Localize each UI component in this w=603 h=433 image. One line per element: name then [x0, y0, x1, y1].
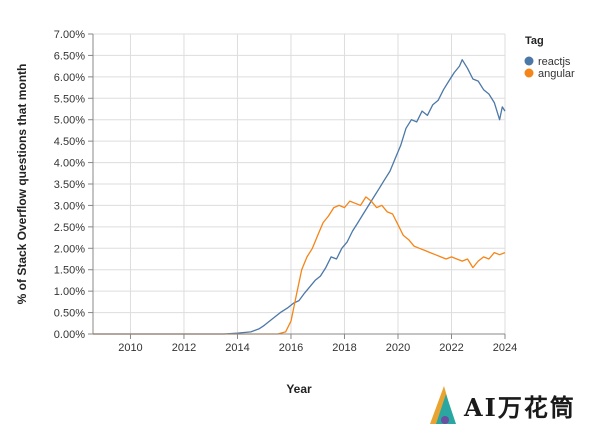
x-tick-label: 2010 [118, 342, 142, 354]
x-axis-title: Year [286, 382, 312, 396]
legend: Tag reactjs angular [524, 35, 575, 80]
x-tick-label: 2018 [332, 342, 356, 354]
y-tick-label: 2.00% [54, 243, 85, 255]
series-layer [93, 59, 506, 335]
axis-layer: 0.00% 0.50% 1.00% 1.50% 2.00% 2.50% 3.00% 3.50%… [54, 29, 517, 354]
legend-label-angular: angular [538, 68, 575, 80]
series-line-reactjs [93, 59, 506, 335]
y-tick-label: 6.00% [54, 72, 85, 84]
y-tick-label: 2.50% [54, 222, 85, 234]
flame-logo-icon [430, 386, 456, 424]
x-tick-label: 2022 [439, 342, 463, 354]
watermark-logo: AI万花筒 [426, 380, 596, 428]
y-tick-label: 4.50% [54, 136, 85, 148]
y-tick-label: 0.50% [54, 308, 85, 320]
y-tick-label: 5.00% [54, 115, 85, 127]
watermark-text: AI万花筒 [464, 393, 576, 422]
x-tick-label: 2020 [386, 342, 410, 354]
y-tick-label: 1.50% [54, 265, 85, 277]
legend-label-reactjs: reactjs [538, 56, 571, 68]
x-tick-label: 2016 [279, 342, 303, 354]
x-tick-label: 2012 [172, 342, 196, 354]
y-tick-label: 3.00% [54, 200, 85, 212]
x-tick-label: 2024 [493, 342, 517, 354]
y-tick-label: 6.50% [54, 50, 85, 62]
y-tick-label: 4.00% [54, 158, 85, 170]
y-tick-label: 0.00% [54, 329, 85, 341]
y-tick-label: 7.00% [54, 29, 85, 41]
legend-swatch-reactjs [524, 56, 534, 66]
legend-title: Tag [525, 35, 544, 47]
y-tick-label: 1.00% [54, 286, 85, 298]
legend-swatch-angular [524, 68, 534, 78]
y-axis-title: % of Stack Overflow questions that month [15, 64, 29, 305]
series-line-angular [93, 196, 506, 335]
grid-layer [92, 33, 506, 335]
x-tick-label: 2014 [225, 342, 249, 354]
y-tick-label: 5.50% [54, 93, 85, 105]
y-tick-label: 3.50% [54, 179, 85, 191]
